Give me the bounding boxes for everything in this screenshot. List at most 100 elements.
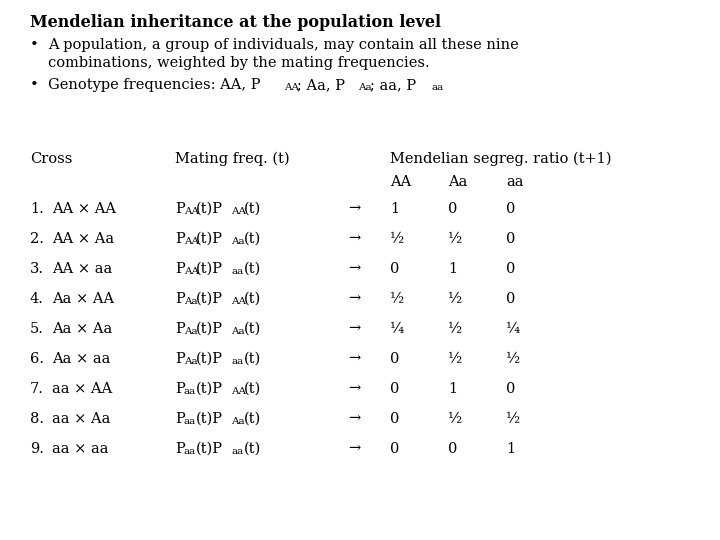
Text: →: → <box>348 202 360 216</box>
Text: aa: aa <box>184 447 196 456</box>
Text: 0: 0 <box>448 442 457 456</box>
Text: P: P <box>175 442 185 456</box>
Text: (t)P: (t)P <box>197 352 223 366</box>
Text: (t): (t) <box>244 322 261 336</box>
Text: aa: aa <box>506 175 523 189</box>
Text: 5.: 5. <box>30 322 44 336</box>
Text: 1: 1 <box>448 262 457 276</box>
Text: 1: 1 <box>506 442 515 456</box>
Text: 0: 0 <box>506 292 516 306</box>
Text: AA: AA <box>284 83 300 92</box>
Text: AA × Aa: AA × Aa <box>52 232 114 246</box>
Text: →: → <box>348 352 360 366</box>
Text: Aa: Aa <box>358 83 372 92</box>
Text: Aa: Aa <box>184 297 197 306</box>
Text: Aa: Aa <box>231 237 245 246</box>
Text: P: P <box>175 262 185 276</box>
Text: Aa × Aa: Aa × Aa <box>52 322 112 336</box>
Text: (t): (t) <box>244 262 261 276</box>
Text: combinations, weighted by the mating frequencies.: combinations, weighted by the mating fre… <box>48 56 430 70</box>
Text: aa: aa <box>184 387 196 396</box>
Text: aa: aa <box>184 417 196 426</box>
Text: 1: 1 <box>390 202 399 216</box>
Text: ½: ½ <box>448 352 462 366</box>
Text: Genotype frequencies: AA, P: Genotype frequencies: AA, P <box>48 78 261 92</box>
Text: aa: aa <box>231 267 243 276</box>
Text: ½: ½ <box>448 412 462 426</box>
Text: ½: ½ <box>506 352 520 366</box>
Text: ½: ½ <box>448 232 462 246</box>
Text: →: → <box>348 262 360 276</box>
Text: Mendelian inheritance at the population level: Mendelian inheritance at the population … <box>30 14 441 31</box>
Text: 4.: 4. <box>30 292 44 306</box>
Text: Aa: Aa <box>448 175 467 189</box>
Text: (t): (t) <box>244 382 261 396</box>
Text: (t)P: (t)P <box>197 292 223 306</box>
Text: ; aa, P: ; aa, P <box>371 78 417 92</box>
Text: →: → <box>348 232 360 246</box>
Text: ½: ½ <box>390 292 404 306</box>
Text: 8.: 8. <box>30 412 44 426</box>
Text: 0: 0 <box>390 382 400 396</box>
Text: →: → <box>348 382 360 396</box>
Text: aa: aa <box>432 83 444 92</box>
Text: AA: AA <box>390 175 411 189</box>
Text: (t)P: (t)P <box>197 442 223 456</box>
Text: (t): (t) <box>244 352 261 366</box>
Text: ½: ½ <box>506 412 520 426</box>
Text: 1.: 1. <box>30 202 44 216</box>
Text: (t)P: (t)P <box>197 322 223 336</box>
Text: ½: ½ <box>448 322 462 336</box>
Text: AA: AA <box>231 297 246 306</box>
Text: 1: 1 <box>448 382 457 396</box>
Text: aa × Aa: aa × Aa <box>52 412 110 426</box>
Text: (t): (t) <box>244 442 261 456</box>
Text: AA: AA <box>184 237 199 246</box>
Text: P: P <box>175 292 185 306</box>
Text: 9.: 9. <box>30 442 44 456</box>
Text: Aa × AA: Aa × AA <box>52 292 114 306</box>
Text: Aa: Aa <box>231 327 245 336</box>
Text: aa × aa: aa × aa <box>52 442 109 456</box>
Text: Aa: Aa <box>184 357 197 366</box>
Text: 0: 0 <box>390 412 400 426</box>
Text: aa: aa <box>231 357 243 366</box>
Text: 2.: 2. <box>30 232 44 246</box>
Text: (t)P: (t)P <box>197 412 223 426</box>
Text: (t)P: (t)P <box>197 232 223 246</box>
Text: P: P <box>175 352 185 366</box>
Text: AA: AA <box>184 267 199 276</box>
Text: (t)P: (t)P <box>197 202 223 216</box>
Text: (t): (t) <box>244 232 261 246</box>
Text: P: P <box>175 412 185 426</box>
Text: Mating freq. (t): Mating freq. (t) <box>175 152 289 166</box>
Text: ½: ½ <box>448 292 462 306</box>
Text: 0: 0 <box>506 202 516 216</box>
Text: 6.: 6. <box>30 352 44 366</box>
Text: AA × AA: AA × AA <box>52 202 116 216</box>
Text: 0: 0 <box>390 442 400 456</box>
Text: 0: 0 <box>506 262 516 276</box>
Text: →: → <box>348 322 360 336</box>
Text: Aa: Aa <box>231 417 245 426</box>
Text: ½: ½ <box>390 232 404 246</box>
Text: •: • <box>30 38 39 52</box>
Text: AA × aa: AA × aa <box>52 262 112 276</box>
Text: P: P <box>175 382 185 396</box>
Text: ¼: ¼ <box>390 322 404 336</box>
Text: →: → <box>348 412 360 426</box>
Text: Aa × aa: Aa × aa <box>52 352 110 366</box>
Text: Aa: Aa <box>184 327 197 336</box>
Text: •: • <box>30 78 39 92</box>
Text: (t): (t) <box>244 202 261 216</box>
Text: →: → <box>348 292 360 306</box>
Text: P: P <box>175 232 185 246</box>
Text: ; Aa, P: ; Aa, P <box>297 78 345 92</box>
Text: 0: 0 <box>506 382 516 396</box>
Text: 3.: 3. <box>30 262 44 276</box>
Text: Mendelian segreg. ratio (t+1): Mendelian segreg. ratio (t+1) <box>390 152 611 166</box>
Text: AA: AA <box>184 207 199 216</box>
Text: ¼: ¼ <box>506 322 520 336</box>
Text: A population, a group of individuals, may contain all these nine: A population, a group of individuals, ma… <box>48 38 518 52</box>
Text: aa × AA: aa × AA <box>52 382 112 396</box>
